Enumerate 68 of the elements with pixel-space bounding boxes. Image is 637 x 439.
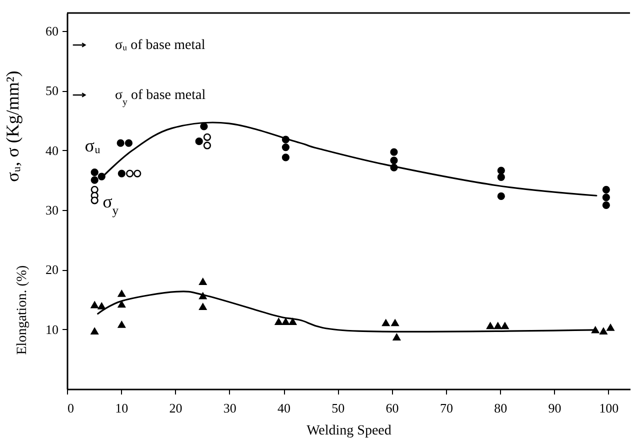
- point: [90, 301, 98, 308]
- point: [392, 334, 400, 340]
- point: [274, 318, 282, 325]
- x-tick-label: 50: [332, 400, 345, 416]
- point: [390, 148, 398, 156]
- text: Elongation. (%): [15, 264, 30, 355]
- y-tick-label: 60: [46, 23, 58, 38]
- x-tick-label: 40: [278, 400, 291, 416]
- point: [486, 322, 494, 330]
- x-tick-label: 80: [494, 400, 508, 416]
- point: [90, 186, 98, 194]
- y-tick-label: 20: [46, 262, 58, 278]
- x-tick-label: 0: [68, 400, 74, 416]
- y-axis-title: σᵤ, σ (Kg/mm²): [2, 70, 22, 182]
- point: [134, 170, 142, 178]
- annotation: σᵤ of base metal: [115, 38, 206, 53]
- point: [118, 321, 126, 328]
- y-tick-label: 10: [46, 322, 58, 337]
- point: [282, 154, 290, 162]
- x-tick-label: 60: [386, 400, 399, 416]
- x-tick-label: 100: [599, 400, 619, 416]
- point: [592, 326, 600, 334]
- x-tick-label: 10: [115, 400, 128, 416]
- point: [126, 170, 134, 178]
- point: [203, 142, 212, 150]
- x-tick-label: 70: [440, 400, 453, 416]
- point: [90, 328, 98, 334]
- point: [382, 319, 390, 326]
- point: [282, 318, 290, 325]
- point: [497, 192, 505, 200]
- point: [98, 302, 106, 310]
- point: [288, 318, 297, 325]
- x-tick-label: 90: [548, 400, 562, 416]
- point: [116, 139, 124, 147]
- point: [600, 328, 608, 334]
- point: [90, 168, 98, 176]
- point: [199, 278, 207, 285]
- point: [494, 322, 502, 330]
- point: [203, 133, 212, 141]
- point: [390, 156, 398, 164]
- point: [200, 122, 208, 130]
- point: [497, 173, 505, 181]
- annotation: σ$_{y}$ of base metal: [115, 88, 206, 108]
- point: [199, 303, 207, 310]
- point: [118, 170, 126, 178]
- y-tick-label: 40: [46, 142, 58, 158]
- series-label: σ$_{y}$: [102, 192, 120, 218]
- point: [501, 322, 509, 330]
- point: [118, 300, 126, 308]
- point: [606, 324, 614, 331]
- y-tick-label: 50: [46, 83, 58, 98]
- y-tick-label: 30: [46, 202, 58, 218]
- series-label: σᵤ: [84, 135, 101, 156]
- point: [199, 292, 207, 300]
- point: [602, 194, 610, 202]
- x-axis-title: Welding Speed: [306, 424, 392, 438]
- point: [90, 196, 98, 204]
- point: [118, 290, 126, 297]
- x-tick-label: 30: [223, 400, 236, 416]
- point: [195, 138, 203, 146]
- point: [602, 186, 610, 194]
- point: [497, 166, 505, 174]
- x-tick-label: 20: [169, 400, 182, 416]
- point: [90, 176, 98, 184]
- point: [282, 143, 290, 152]
- point: [391, 319, 399, 326]
- point: [124, 139, 133, 147]
- point: [602, 201, 610, 209]
